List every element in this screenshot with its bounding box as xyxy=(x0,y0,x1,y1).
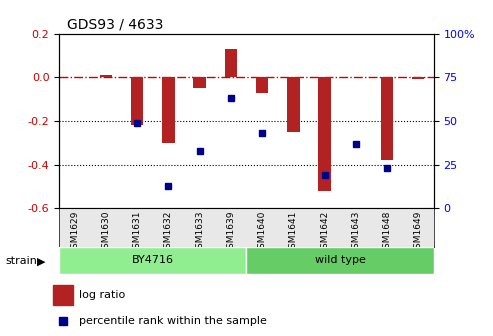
Text: GSM1642: GSM1642 xyxy=(320,210,329,253)
Bar xyxy=(193,77,206,88)
Bar xyxy=(412,77,424,80)
Text: GSM1639: GSM1639 xyxy=(226,210,235,254)
Text: GSM1643: GSM1643 xyxy=(352,210,360,254)
Text: GDS93 / 4633: GDS93 / 4633 xyxy=(67,17,163,31)
Text: GSM1649: GSM1649 xyxy=(414,210,423,254)
Bar xyxy=(246,247,434,274)
Bar xyxy=(225,49,237,77)
Text: wild type: wild type xyxy=(315,255,366,265)
Bar xyxy=(131,77,143,125)
Text: GSM1633: GSM1633 xyxy=(195,210,204,254)
Text: GSM1629: GSM1629 xyxy=(70,210,79,254)
Text: GSM1632: GSM1632 xyxy=(164,210,173,254)
Text: log ratio: log ratio xyxy=(79,290,126,300)
Text: percentile rank within the sample: percentile rank within the sample xyxy=(79,316,267,326)
Bar xyxy=(53,285,73,305)
Text: ▶: ▶ xyxy=(37,256,45,266)
Bar xyxy=(381,77,393,160)
Text: GSM1630: GSM1630 xyxy=(102,210,110,254)
Bar xyxy=(100,75,112,77)
Text: GSM1648: GSM1648 xyxy=(383,210,391,254)
Text: strain: strain xyxy=(5,256,37,266)
Text: GSM1641: GSM1641 xyxy=(289,210,298,254)
Bar xyxy=(162,77,175,143)
Bar xyxy=(287,77,300,132)
Text: GSM1631: GSM1631 xyxy=(133,210,141,254)
Text: GSM1640: GSM1640 xyxy=(258,210,267,254)
Bar xyxy=(59,247,246,274)
Bar xyxy=(318,77,331,191)
Bar xyxy=(256,77,268,92)
Text: BY4716: BY4716 xyxy=(132,255,174,265)
